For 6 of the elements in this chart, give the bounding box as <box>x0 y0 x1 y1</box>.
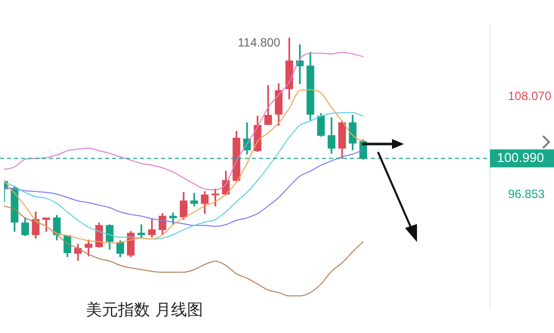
ref-line-label: 100.990 <box>497 150 544 166</box>
y-tick-label: 108.070 <box>508 88 552 103</box>
annotation: 114.800 <box>238 35 281 50</box>
y-tick-label: 96.853 <box>508 186 546 201</box>
line-series <box>4 205 364 296</box>
text: 美元指数 月线图 <box>86 300 204 321</box>
